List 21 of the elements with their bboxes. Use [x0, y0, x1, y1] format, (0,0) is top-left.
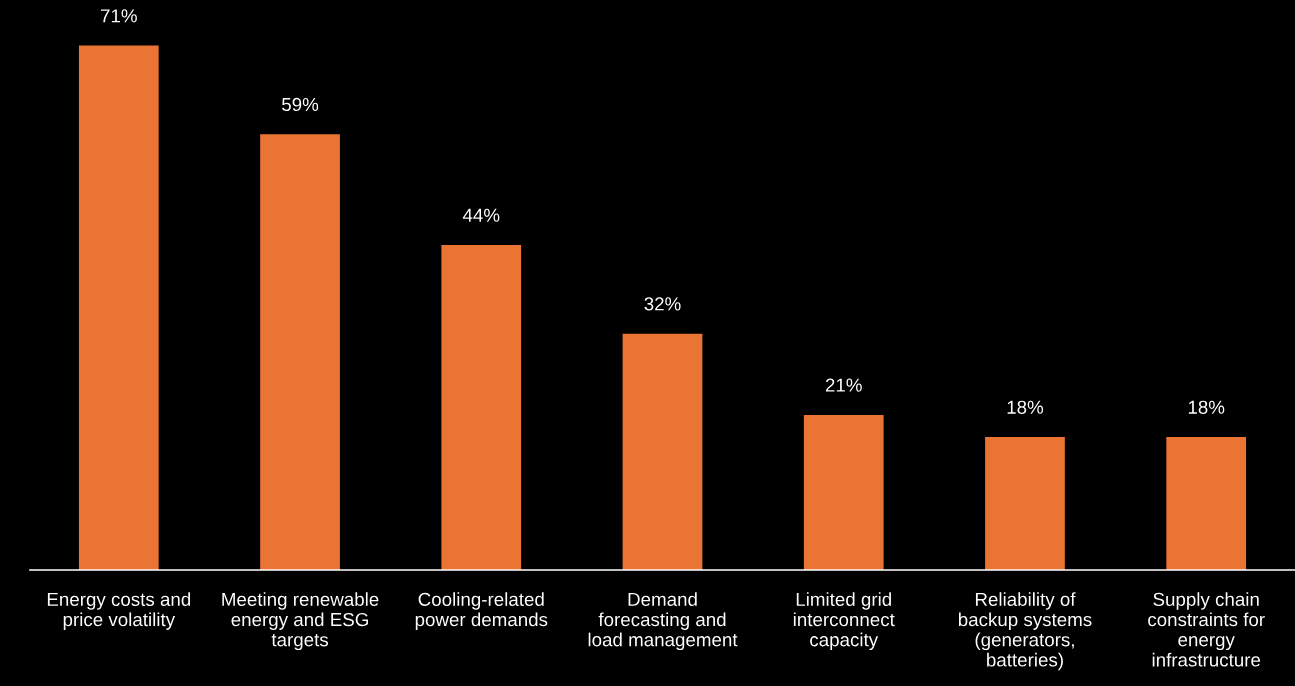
- bar: [622, 333, 703, 570]
- x-tick-label: Cooling-related power demands: [415, 592, 548, 630]
- x-tick-label: Meeting renewable energy and ESG targets: [222, 592, 379, 651]
- data-label: 44%: [462, 208, 500, 222]
- data-label: 18%: [1007, 400, 1044, 414]
- bar: [260, 134, 340, 570]
- x-tick-label: Demand forecasting and load management: [588, 592, 738, 651]
- x-tick-label: Energy costs and price volatility: [47, 592, 191, 630]
- x-tick-label: Supply chain constraints for energy infrastructure: [1148, 592, 1265, 667]
- bar: [78, 45, 159, 570]
- bar: [803, 414, 884, 570]
- data-label: 59%: [282, 97, 319, 112]
- data-label: 32%: [644, 297, 681, 311]
- x-tick-label: Limited grid interconnect capacity: [793, 592, 895, 651]
- data-label: 18%: [1188, 400, 1225, 414]
- data-label: 21%: [825, 378, 862, 392]
- data-label: 71%: [101, 9, 137, 23]
- x-tick-label: Reliability of backup systems (generators, batteries): [958, 592, 1092, 671]
- bar: [985, 437, 1065, 570]
- bar: [1166, 437, 1247, 570]
- bar: [441, 245, 522, 570]
